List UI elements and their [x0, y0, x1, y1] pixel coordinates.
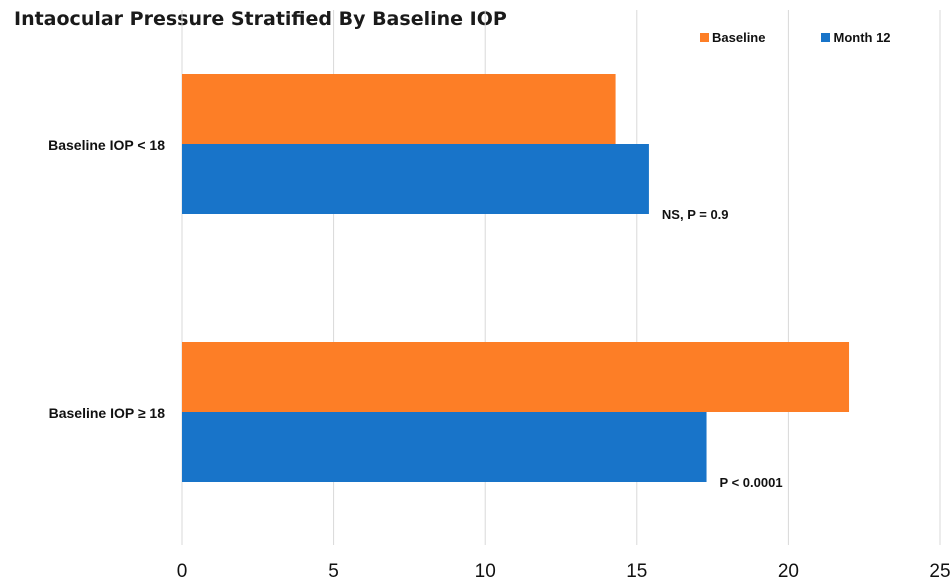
- legend-item-baseline: Baseline: [700, 30, 765, 45]
- bar-ge18-month-12: [182, 412, 707, 482]
- bar-ge18-baseline: [182, 342, 850, 412]
- legend-swatch-baseline: [700, 33, 709, 42]
- x-tick-label-20: 20: [778, 561, 799, 582]
- x-tick-label-5: 5: [328, 561, 339, 582]
- x-tick-label-10: 10: [475, 561, 496, 582]
- chart-title: Intaocular Pressure Stratified By Baseli…: [14, 8, 507, 30]
- bar-lt18-baseline: [182, 74, 616, 144]
- legend-label-baseline: Baseline: [712, 30, 766, 45]
- x-tick-label-15: 15: [626, 561, 647, 582]
- bar-lt18-month-12: [182, 144, 649, 214]
- legend-label-month-12: Month 12: [833, 30, 891, 45]
- legend-item-month-12: Month 12: [821, 30, 891, 45]
- y-category-label-ge18: Baseline IOP ≥ 18: [49, 405, 166, 421]
- x-tick-label-0: 0: [177, 561, 188, 582]
- legend-swatch-month-12: [821, 33, 831, 42]
- annotation-lt18: NS, P = 0.9: [662, 207, 729, 222]
- legend: Baseline Month 12: [700, 30, 947, 45]
- y-category-label-lt18: Baseline IOP < 18: [48, 137, 165, 153]
- annotation-ge18: P < 0.0001: [720, 475, 783, 490]
- x-tick-label-25: 25: [929, 561, 950, 582]
